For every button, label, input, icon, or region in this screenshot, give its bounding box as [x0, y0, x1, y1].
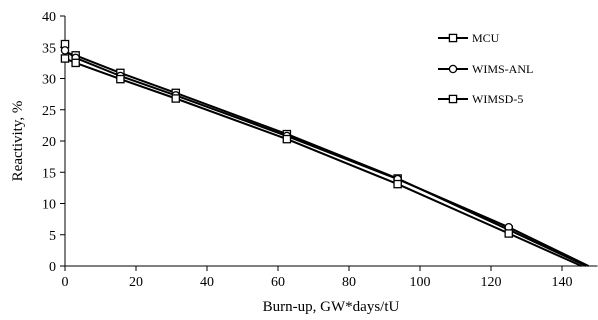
y-tick-label: 25: [42, 104, 56, 119]
legend: MCU WIMS-ANL WIMSD-5: [438, 31, 533, 106]
x-tick-label: 20: [129, 275, 143, 290]
x-tick-label: 140: [552, 275, 573, 290]
data-point-wimsd-5: [393, 179, 402, 189]
data-point-wimsd-5: [504, 229, 513, 238]
x-tick-label: 60: [271, 275, 285, 290]
data-point-wims-anl: [60, 46, 70, 55]
series-line-wimsd-5: [64, 57, 582, 267]
legend-marker: [448, 33, 458, 43]
x-tick-label: 100: [410, 275, 431, 290]
legend-marker: [448, 64, 458, 74]
axes: [64, 16, 598, 267]
y-tick-label: 35: [42, 41, 56, 56]
data-point-wimsd-5: [60, 54, 70, 63]
legend-entry-mcu: MCU: [438, 31, 500, 45]
y-tick-label: 20: [42, 135, 56, 150]
legend-entry-wimsd-5: WIMSD-5: [438, 92, 523, 106]
x-tick-label: 120: [481, 275, 502, 290]
y-tick-label: 30: [42, 73, 56, 88]
data-point-wimsd-5: [71, 58, 80, 68]
x-tick-label: 80: [342, 275, 356, 290]
legend-label: WIMSD-5: [472, 92, 523, 106]
x-tick-label: 0: [62, 275, 69, 290]
series-wimsd-5: [60, 54, 582, 267]
legend-label: WIMS-ANL: [472, 62, 533, 76]
y-tick-label: 5: [49, 229, 56, 244]
y-tick-label: 0: [49, 260, 56, 275]
y-tick-label: 15: [42, 166, 56, 181]
data-point-wimsd-5: [282, 134, 292, 144]
data-point-wimsd-5: [116, 74, 125, 84]
y-axis-title: Reactivity, %: [10, 101, 26, 182]
y-tick-label: 40: [42, 10, 56, 25]
series-layer: [60, 39, 590, 267]
y-ticks: 0 5 10 15 20 25 30 35 40: [42, 10, 65, 275]
series-line-wims-anl: [64, 49, 590, 267]
x-axis-title: Burn-up, GW*days/tU: [263, 299, 400, 315]
y-tick-label: 10: [42, 198, 56, 213]
legend-label: MCU: [472, 31, 500, 45]
data-point-wimsd-5: [171, 94, 181, 103]
legend-entry-wims-anl: WIMS-ANL: [438, 62, 533, 76]
legend-marker: [448, 94, 458, 104]
x-ticks: 0 20 40 60 80 100 120 140: [62, 266, 573, 290]
x-tick-label: 40: [200, 275, 214, 290]
